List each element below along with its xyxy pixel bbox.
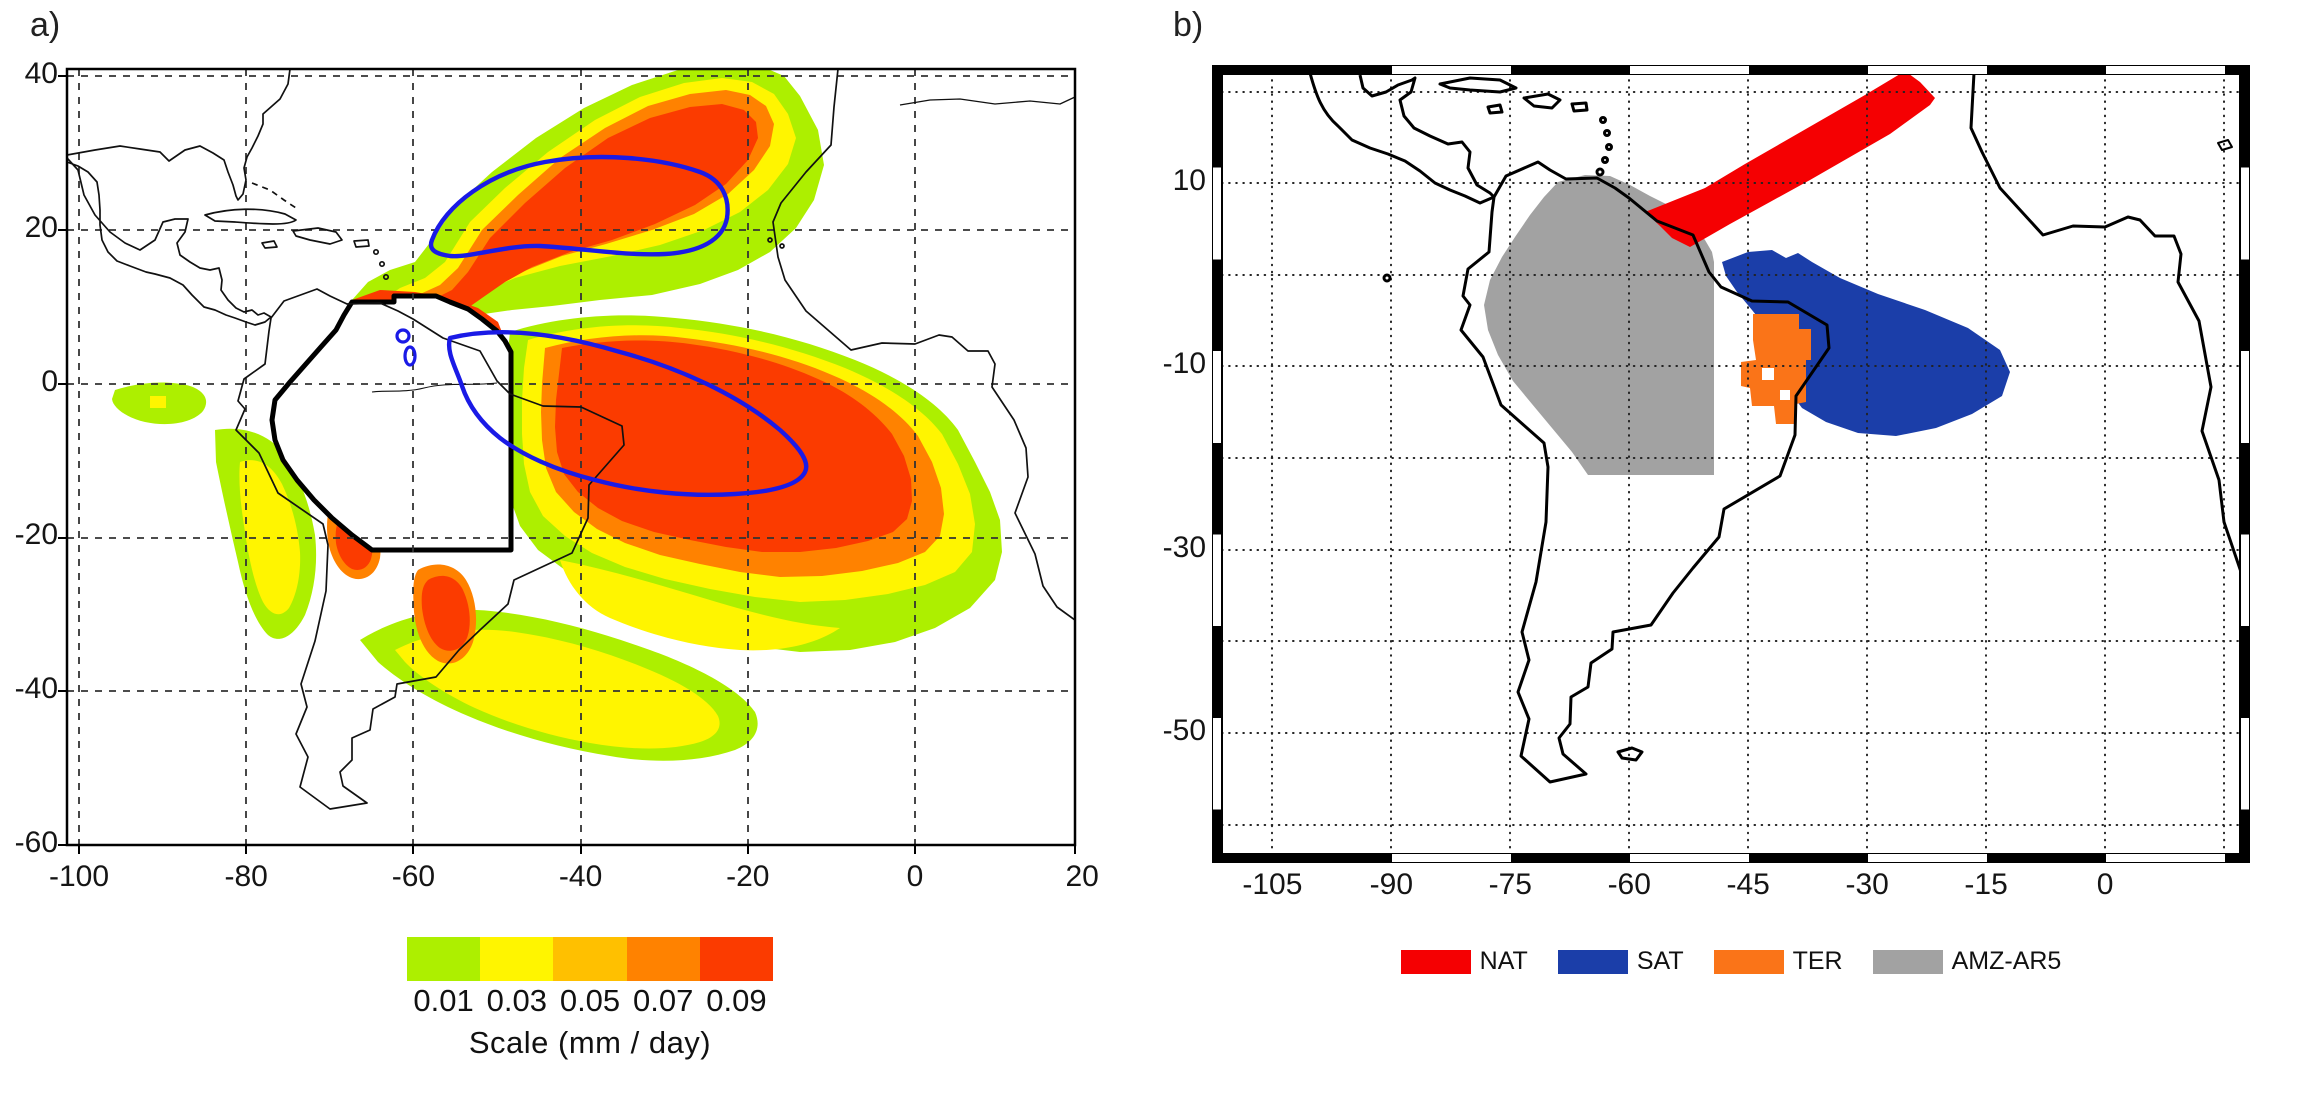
region-legend: NAT SAT TER AMZ-AR5 bbox=[1222, 947, 2240, 976]
region-amz-ar5 bbox=[1484, 175, 1714, 475]
tick-label--10: -10 bbox=[1162, 347, 1206, 381]
tick-label--30: -30 bbox=[1845, 868, 1889, 901]
panel-b-frame-right bbox=[2240, 65, 2250, 863]
tick-label--105: -105 bbox=[1242, 868, 1303, 901]
legend-item-AMZ-AR5: AMZ-AR5 bbox=[1872, 947, 2062, 976]
tick-label--45: -45 bbox=[1726, 868, 1770, 901]
colorbar-title: Scale (mm / day) bbox=[468, 1025, 712, 1060]
tick-label-20: 20 bbox=[24, 210, 58, 244]
legend-item-TER: TER bbox=[1713, 947, 1843, 976]
colorbar-swatch bbox=[407, 937, 481, 981]
legend-label-SAT: SAT bbox=[1636, 947, 1684, 975]
legend-swatch-SAT bbox=[1557, 949, 1628, 974]
colorbar-value: 0.09 bbox=[706, 983, 767, 1018]
tick-label--20: -20 bbox=[14, 518, 58, 552]
colorbar-swatches bbox=[407, 937, 774, 981]
tick-label--80: -80 bbox=[224, 860, 268, 893]
tick-label--30: -30 bbox=[1162, 530, 1206, 564]
region-nat bbox=[1645, 73, 1935, 247]
panel-a-coastlines bbox=[67, 69, 1075, 810]
colorbar-value: 0.07 bbox=[633, 983, 694, 1018]
tick-label-40: 40 bbox=[24, 57, 58, 90]
pacific-patch bbox=[112, 382, 207, 425]
panel-a-frame bbox=[65, 67, 1077, 847]
colorbar: 0.01 0.03 0.05 0.07 0.09 Scale (mm / day) bbox=[407, 937, 774, 1061]
legend-swatch-NAT bbox=[1400, 949, 1471, 974]
region-ter bbox=[1741, 314, 1811, 424]
colorbar-swatch bbox=[553, 937, 627, 981]
colorbar-swatch bbox=[480, 937, 554, 981]
tick-label--60: -60 bbox=[14, 826, 58, 859]
tick-label--40: -40 bbox=[14, 672, 58, 706]
panel-b-gridlines bbox=[1222, 73, 2240, 855]
tick-label--100: -100 bbox=[48, 860, 110, 893]
tick-label--20: -20 bbox=[726, 860, 770, 893]
tick-label-20: 20 bbox=[1065, 860, 1099, 893]
tick-label--50: -50 bbox=[1162, 714, 1206, 748]
legend-label-NAT: NAT bbox=[1479, 947, 1528, 975]
tick-label--90: -90 bbox=[1369, 868, 1414, 901]
panel-a-gridlines bbox=[67, 69, 1075, 845]
legend-label-TER: TER bbox=[1792, 947, 1843, 975]
tick-label--40: -40 bbox=[558, 860, 603, 893]
panel-b-frame-top bbox=[1212, 65, 2250, 75]
tick-label-0: 0 bbox=[2096, 868, 2114, 901]
north-atlantic-band bbox=[352, 69, 824, 362]
tick-label--60: -60 bbox=[391, 860, 436, 893]
panel-a-label: a) bbox=[30, 6, 61, 44]
panel-b-coastlines bbox=[1308, 73, 2240, 784]
tick-label-0: 0 bbox=[906, 860, 924, 893]
panel-b-map bbox=[1221, 72, 2241, 856]
legend-item-SAT: SAT bbox=[1557, 947, 1684, 976]
tick-label-0: 0 bbox=[41, 364, 58, 398]
tick-label-10: 10 bbox=[1172, 164, 1206, 197]
tick-label--15: -15 bbox=[1964, 868, 2008, 901]
panel-a-map bbox=[58, 67, 1077, 854]
legend-label-AMZ-AR5: AMZ-AR5 bbox=[1951, 947, 2062, 975]
panel-b-label: b) bbox=[1173, 6, 1204, 44]
colorbar-values: 0.01 0.03 0.05 0.07 0.09 bbox=[407, 983, 773, 1019]
legend-item-NAT: NAT bbox=[1400, 947, 1528, 976]
south-atlantic-field bbox=[505, 315, 1002, 652]
colorbar-value: 0.03 bbox=[486, 983, 547, 1018]
colorbar-swatch bbox=[626, 937, 700, 981]
panel-b-frame-bottom bbox=[1212, 853, 2250, 863]
panel-a-tickmarks bbox=[58, 75, 1076, 854]
colorbar-value: 0.05 bbox=[559, 983, 621, 1018]
colorbar-value: 0.01 bbox=[413, 983, 474, 1018]
tick-label--60: -60 bbox=[1607, 868, 1651, 901]
panel-b-frame-left bbox=[1212, 65, 1222, 863]
legend-swatch-AMZ-AR5 bbox=[1872, 949, 1943, 974]
moisture-contours bbox=[395, 154, 809, 498]
pampas-field bbox=[360, 560, 840, 761]
legend-swatch-TER bbox=[1713, 949, 1784, 974]
tick-label--75: -75 bbox=[1488, 868, 1532, 901]
colorbar-swatch bbox=[699, 937, 774, 981]
